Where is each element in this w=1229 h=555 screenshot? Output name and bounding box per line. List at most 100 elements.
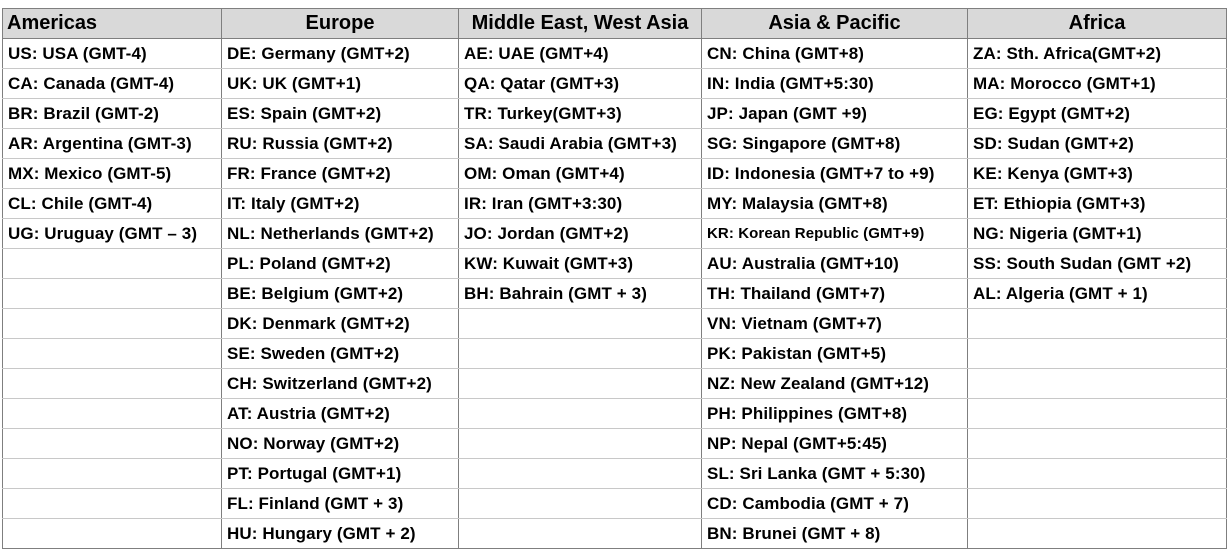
country-cell-middle-east: [458, 308, 702, 339]
country-cell-europe: IT: Italy (GMT+2): [221, 188, 459, 219]
country-cell-middle-east: KW: Kuwait (GMT+3): [458, 248, 702, 279]
country-cell-africa: [967, 458, 1227, 489]
country-cell-asia-pacific: SL: Sri Lanka (GMT + 5:30): [701, 458, 968, 489]
country-cell-europe: DE: Germany (GMT+2): [221, 38, 459, 69]
country-cell-africa: [967, 488, 1227, 519]
country-cell-africa: [967, 398, 1227, 429]
country-cell-asia-pacific: NP: Nepal (GMT+5:45): [701, 428, 968, 459]
timezone-table: Americas Europe Middle East, West Asia A…: [2, 8, 1227, 549]
country-cell-africa: MA: Morocco (GMT+1): [967, 68, 1227, 99]
country-cell-asia-pacific: AU: Australia (GMT+10): [701, 248, 968, 279]
country-cell-middle-east: [458, 428, 702, 459]
country-cell-africa: NG: Nigeria (GMT+1): [967, 218, 1227, 249]
country-cell-asia-pacific: BN: Brunei (GMT + 8): [701, 518, 968, 549]
table-row: HU: Hungary (GMT + 2) BN: Brunei (GMT + 8…: [2, 518, 1227, 549]
country-cell-africa: AL: Algeria (GMT + 1): [967, 278, 1227, 309]
country-cell-africa: SS: South Sudan (GMT +2): [967, 248, 1227, 279]
table-row: PT: Portugal (GMT+1) SL: Sri Lanka (GMT +…: [2, 458, 1227, 489]
country-cell-asia-pacific: VN: Vietnam (GMT+7): [701, 308, 968, 339]
country-cell-middle-east: [458, 398, 702, 429]
country-cell-europe: CH: Switzerland (GMT+2): [221, 368, 459, 399]
country-cell-europe: PL: Poland (GMT+2): [221, 248, 459, 279]
country-cell-middle-east: [458, 488, 702, 519]
country-cell-asia-pacific: NZ: New Zealand (GMT+12): [701, 368, 968, 399]
table-row: CL: Chile (GMT-4) IT: Italy (GMT+2) IR: Ir…: [2, 188, 1227, 219]
country-cell-americas: [2, 398, 222, 429]
country-cell-middle-east: SA: Saudi Arabia (GMT+3): [458, 128, 702, 159]
country-cell-africa: [967, 518, 1227, 549]
country-cell-americas: UG: Uruguay (GMT – 3): [2, 218, 222, 249]
region-header-europe: Europe: [221, 8, 459, 39]
country-cell-africa: KE: Kenya (GMT+3): [967, 158, 1227, 189]
country-cell-asia-pacific: KR: Korean Republic (GMT+9): [701, 218, 968, 249]
country-cell-americas: [2, 338, 222, 369]
country-cell-africa: SD: Sudan (GMT+2): [967, 128, 1227, 159]
table-row: UG: Uruguay (GMT – 3) NL: Netherlands (GM…: [2, 218, 1227, 249]
table-row: NO: Norway (GMT+2) NP: Nepal (GMT+5:45): [2, 428, 1227, 459]
region-header-americas: Americas: [2, 8, 222, 39]
country-cell-asia-pacific: CN: China (GMT+8): [701, 38, 968, 69]
table-row: CA: Canada (GMT-4) UK: UK (GMT+1) QA: Qata…: [2, 68, 1227, 99]
country-cell-asia-pacific: JP: Japan (GMT +9): [701, 98, 968, 129]
country-cell-americas: AR: Argentina (GMT-3): [2, 128, 222, 159]
country-cell-middle-east: IR: Iran (GMT+3:30): [458, 188, 702, 219]
country-cell-middle-east: [458, 368, 702, 399]
country-cell-americas: [2, 458, 222, 489]
table-header: Americas Europe Middle East, West Asia A…: [2, 8, 1227, 39]
country-cell-africa: EG: Egypt (GMT+2): [967, 98, 1227, 129]
country-cell-europe: RU: Russia (GMT+2): [221, 128, 459, 159]
country-cell-europe: FR: France (GMT+2): [221, 158, 459, 189]
header-row: Americas Europe Middle East, West Asia A…: [2, 8, 1227, 39]
country-cell-europe: SE: Sweden (GMT+2): [221, 338, 459, 369]
country-cell-americas: [2, 518, 222, 549]
table-row: MX: Mexico (GMT-5) FR: France (GMT+2) OM: …: [2, 158, 1227, 189]
country-cell-americas: BR: Brazil (GMT-2): [2, 98, 222, 129]
country-cell-middle-east: AE: UAE (GMT+4): [458, 38, 702, 69]
country-cell-americas: [2, 428, 222, 459]
country-cell-europe: NO: Norway (GMT+2): [221, 428, 459, 459]
country-cell-europe: FL: Finland (GMT + 3): [221, 488, 459, 519]
table-row: BR: Brazil (GMT-2) ES: Spain (GMT+2) TR: T…: [2, 98, 1227, 129]
table-row: PL: Poland (GMT+2) KW: Kuwait (GMT+3) AU: …: [2, 248, 1227, 279]
country-cell-asia-pacific: IN: India (GMT+5:30): [701, 68, 968, 99]
country-cell-europe: HU: Hungary (GMT + 2): [221, 518, 459, 549]
country-cell-americas: [2, 308, 222, 339]
table-row: US: USA (GMT-4) DE: Germany (GMT+2) AE: UA…: [2, 38, 1227, 69]
country-cell-asia-pacific: CD: Cambodia (GMT + 7): [701, 488, 968, 519]
table-body: US: USA (GMT-4) DE: Germany (GMT+2) AE: UA…: [2, 38, 1227, 549]
country-cell-americas: US: USA (GMT-4): [2, 38, 222, 69]
country-cell-americas: [2, 248, 222, 279]
country-cell-africa: [967, 338, 1227, 369]
country-cell-middle-east: [458, 458, 702, 489]
country-cell-asia-pacific: SG: Singapore (GMT+8): [701, 128, 968, 159]
table-row: BE: Belgium (GMT+2) BH: Bahrain (GMT + 3)…: [2, 278, 1227, 309]
country-cell-africa: [967, 428, 1227, 459]
country-cell-americas: [2, 368, 222, 399]
country-cell-asia-pacific: PK: Pakistan (GMT+5): [701, 338, 968, 369]
table-row: AT: Austria (GMT+2) PH: Philippines (GMT+…: [2, 398, 1227, 429]
country-cell-middle-east: JO: Jordan (GMT+2): [458, 218, 702, 249]
country-cell-middle-east: [458, 338, 702, 369]
country-cell-asia-pacific: TH: Thailand (GMT+7): [701, 278, 968, 309]
country-cell-middle-east: QA: Qatar (GMT+3): [458, 68, 702, 99]
country-cell-americas: CA: Canada (GMT-4): [2, 68, 222, 99]
country-cell-africa: ZA: Sth. Africa(GMT+2): [967, 38, 1227, 69]
country-cell-americas: CL: Chile (GMT-4): [2, 188, 222, 219]
country-cell-asia-pacific: ID: Indonesia (GMT+7 to +9): [701, 158, 968, 189]
country-cell-middle-east: OM: Oman (GMT+4): [458, 158, 702, 189]
table-row: CH: Switzerland (GMT+2) NZ: New Zealand (…: [2, 368, 1227, 399]
country-cell-middle-east: TR: Turkey(GMT+3): [458, 98, 702, 129]
country-cell-europe: PT: Portugal (GMT+1): [221, 458, 459, 489]
country-cell-africa: [967, 368, 1227, 399]
country-cell-africa: [967, 308, 1227, 339]
country-cell-americas: [2, 488, 222, 519]
region-header-africa: Africa: [967, 8, 1227, 39]
country-cell-europe: ES: Spain (GMT+2): [221, 98, 459, 129]
region-header-middle-east: Middle East, West Asia: [458, 8, 702, 39]
country-cell-americas: MX: Mexico (GMT-5): [2, 158, 222, 189]
country-cell-asia-pacific: MY: Malaysia (GMT+8): [701, 188, 968, 219]
region-header-asia-pacific: Asia & Pacific: [701, 8, 968, 39]
country-cell-middle-east: BH: Bahrain (GMT + 3): [458, 278, 702, 309]
country-cell-europe: AT: Austria (GMT+2): [221, 398, 459, 429]
country-cell-europe: DK: Denmark (GMT+2): [221, 308, 459, 339]
